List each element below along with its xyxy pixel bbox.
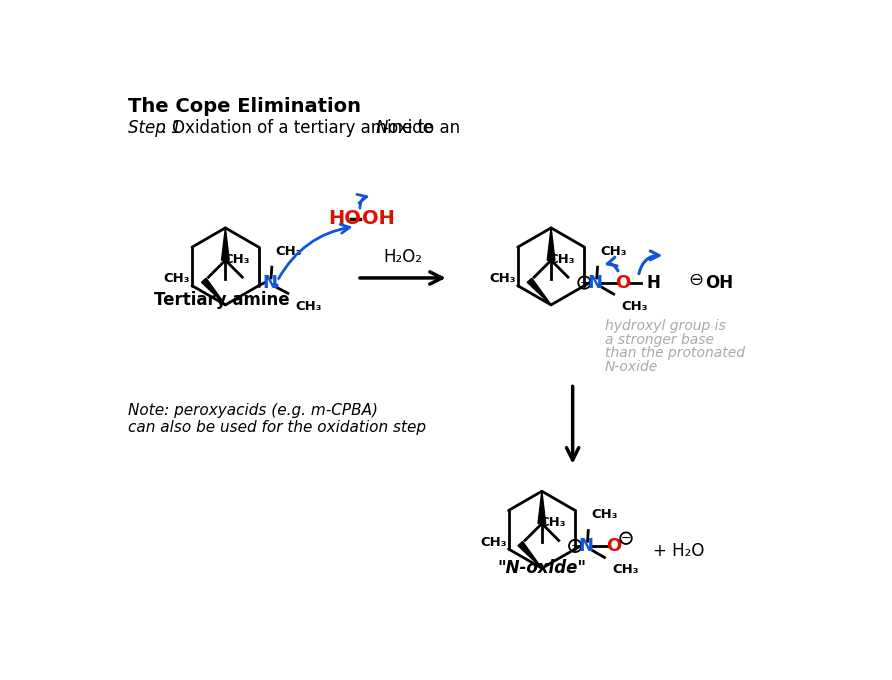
Text: +: + xyxy=(580,277,589,288)
Text: O: O xyxy=(615,273,631,292)
Text: Step 1: Step 1 xyxy=(128,118,181,137)
Text: −: − xyxy=(621,532,632,545)
Polygon shape xyxy=(527,278,551,305)
Text: + H₂O: + H₂O xyxy=(653,543,704,560)
Text: H₂O₂: H₂O₂ xyxy=(383,248,422,267)
Text: : Oxidation of a tertiary amine to an: : Oxidation of a tertiary amine to an xyxy=(161,118,465,137)
Text: OH: OH xyxy=(705,274,733,292)
Text: CH₃: CH₃ xyxy=(489,272,516,285)
Polygon shape xyxy=(518,541,541,568)
Text: N: N xyxy=(579,537,593,555)
Text: CH₃: CH₃ xyxy=(591,508,618,522)
Polygon shape xyxy=(221,228,229,260)
Text: a stronger base: a stronger base xyxy=(605,333,714,347)
Text: Tertiary amine: Tertiary amine xyxy=(153,291,289,309)
Text: H: H xyxy=(646,273,660,292)
Text: N-oxide: N-oxide xyxy=(605,360,658,374)
Text: "N-oxide": "N-oxide" xyxy=(498,559,586,577)
Polygon shape xyxy=(202,278,226,305)
Text: CH₃: CH₃ xyxy=(540,516,566,529)
Text: CH₃: CH₃ xyxy=(549,253,575,266)
Text: CH₃: CH₃ xyxy=(163,272,190,285)
FancyArrowPatch shape xyxy=(639,251,659,273)
Text: The Cope Elimination: The Cope Elimination xyxy=(128,97,360,116)
FancyArrowPatch shape xyxy=(278,224,350,279)
FancyArrowPatch shape xyxy=(607,257,618,271)
Text: OH: OH xyxy=(361,209,394,228)
Polygon shape xyxy=(547,228,555,260)
Text: Note: peroxyacids (e.g. m-CPBA): Note: peroxyacids (e.g. m-CPBA) xyxy=(128,403,377,418)
Text: -oxide: -oxide xyxy=(383,118,434,137)
Text: N: N xyxy=(376,118,388,137)
Text: O: O xyxy=(606,537,622,555)
Text: hydroxyl group is: hydroxyl group is xyxy=(605,319,726,333)
Text: than the protonated: than the protonated xyxy=(605,347,745,360)
Text: ⊖: ⊖ xyxy=(689,271,704,288)
Text: can also be used for the oxidation step: can also be used for the oxidation step xyxy=(128,420,425,435)
Text: CH₃: CH₃ xyxy=(223,253,250,266)
FancyArrowPatch shape xyxy=(357,194,367,208)
Text: CH₃: CH₃ xyxy=(275,245,301,258)
Text: +: + xyxy=(571,541,580,551)
Text: HO: HO xyxy=(327,209,360,228)
Text: CH₃: CH₃ xyxy=(622,299,648,313)
Text: CH₃: CH₃ xyxy=(480,536,507,549)
Polygon shape xyxy=(538,491,546,524)
Text: N: N xyxy=(588,273,603,292)
Text: N: N xyxy=(262,273,277,292)
Text: CH₃: CH₃ xyxy=(600,245,627,258)
Text: CH₃: CH₃ xyxy=(295,299,322,313)
Text: CH₃: CH₃ xyxy=(612,563,639,576)
